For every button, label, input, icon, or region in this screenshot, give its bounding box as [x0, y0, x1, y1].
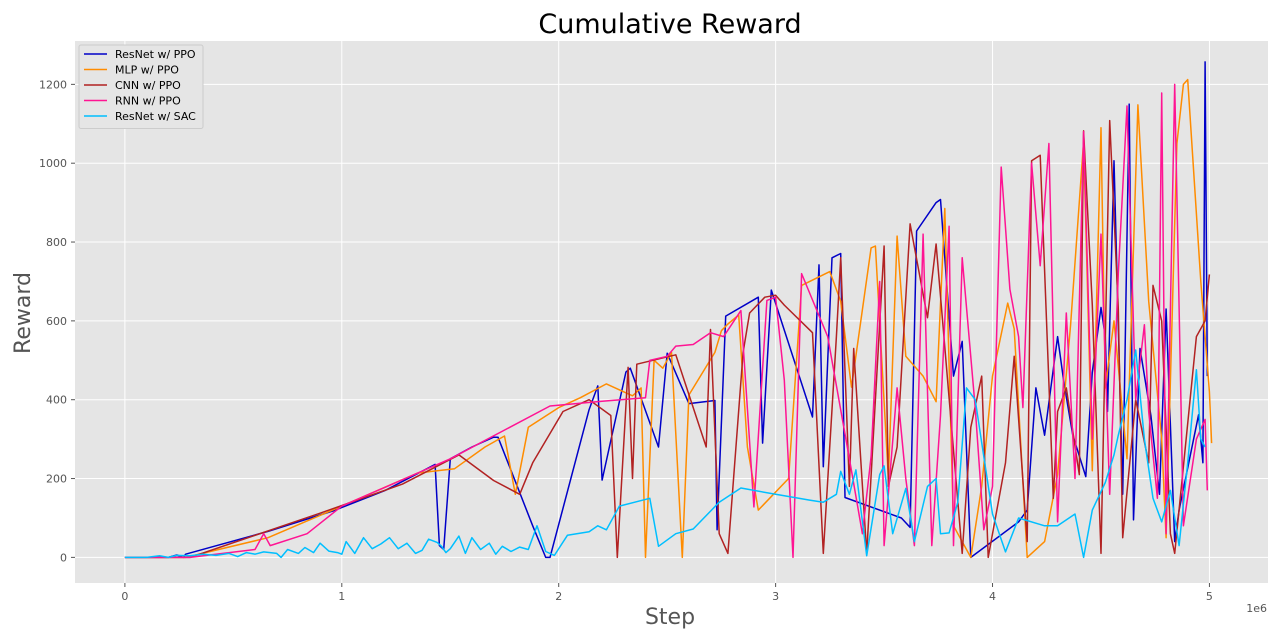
x-tick-label: 1: [338, 590, 345, 603]
x-tick-label: 3: [772, 590, 779, 603]
legend-label: CNN w/ PPO: [115, 79, 181, 92]
x-tick-label: 0: [121, 590, 128, 603]
x-tick-label: 2: [555, 590, 562, 603]
y-axis-title: Reward: [11, 272, 36, 354]
legend-box: [78, 44, 204, 129]
series-line-5: [124, 349, 1206, 559]
legend-label: RNN w/ PPO: [115, 95, 181, 108]
gridlines: [75, 41, 1268, 583]
y-tick-label: 0: [60, 551, 67, 564]
y-tick-label: 600: [46, 315, 67, 328]
series-line-3: [124, 119, 1211, 559]
y-tick-label: 800: [46, 236, 67, 249]
x-axis-title: Step: [645, 605, 695, 630]
series-line-4: [124, 83, 1209, 559]
legend: ResNet w/ PPO MLP w/ PPO CNN w/ PPO RNN w/ …: [78, 44, 204, 129]
plot-area: [75, 41, 1268, 583]
y-tick-label: 400: [46, 394, 67, 407]
chart-title: Cumulative Reward: [538, 9, 801, 40]
x-axis-offset-label: 1e6: [1246, 602, 1267, 615]
legend-label: ResNet w/ PPO: [115, 48, 196, 61]
legend-label: ResNet w/ SAC: [115, 110, 196, 123]
y-tick-label: 1200: [39, 78, 67, 91]
x-tick-label: 5: [1206, 590, 1213, 603]
legend-label: MLP w/ PPO: [115, 64, 179, 77]
tick-labels: 0 1 2 3 4 5 0 200 400 600 800 1000 1200: [39, 78, 1213, 603]
y-tick-label: 1000: [39, 157, 67, 170]
x-tick-label: 4: [989, 590, 996, 603]
y-tick-label: 200: [46, 473, 67, 486]
series-lines: [124, 61, 1213, 559]
